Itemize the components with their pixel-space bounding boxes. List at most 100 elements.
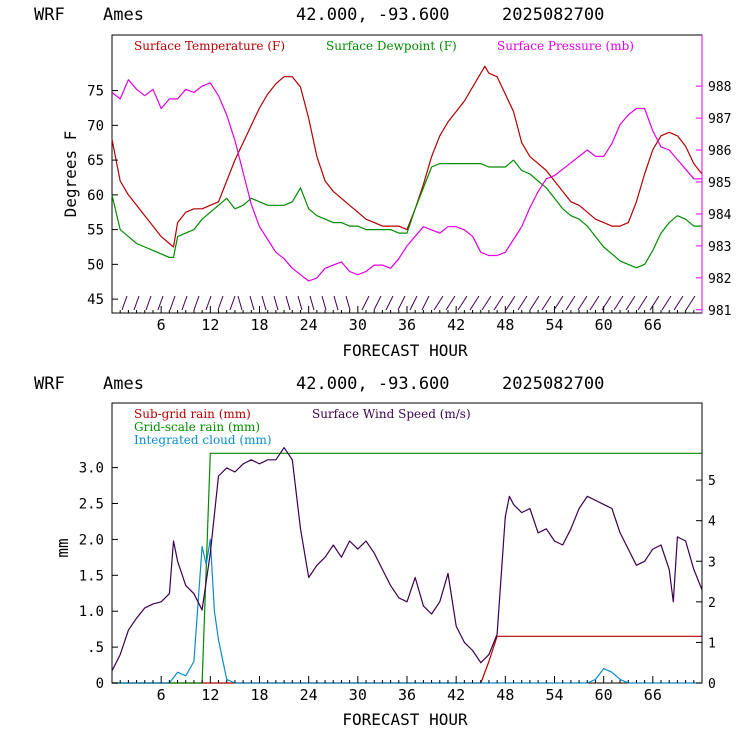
panel-2-ylabel: mm bbox=[53, 538, 72, 557]
x-tick-label: 48 bbox=[496, 316, 514, 334]
panel-2-model: WRF bbox=[34, 374, 65, 394]
wind-barb bbox=[181, 295, 188, 311]
wind-barb bbox=[285, 295, 291, 311]
y-tick-label: 70 bbox=[87, 118, 104, 134]
y2-tick-label: 986 bbox=[708, 144, 731, 159]
wind-barb bbox=[397, 295, 406, 311]
panel-2-plot: 6 12 18 24 30 36 42 48 54 60 660.51.01.52.02.53.00… bbox=[53, 402, 716, 729]
y-tick-label: 1.5 bbox=[79, 568, 104, 584]
x-tick-label: 36 bbox=[398, 686, 416, 704]
wind-barb bbox=[445, 295, 456, 311]
panel-2-legend: Sub-grid rain (mm) Grid-scale rain (mm) … bbox=[134, 407, 471, 447]
legend-grid-scale-rain: Grid-scale rain (mm) bbox=[134, 420, 260, 434]
wind-barb bbox=[565, 295, 576, 311]
y2-tick-label: 2 bbox=[708, 596, 716, 611]
y2-tick-label: 1 bbox=[708, 636, 716, 651]
y2-tick-label: 3 bbox=[708, 555, 716, 570]
panel-1-run: 2025082700 bbox=[502, 5, 604, 25]
panel-1-coords: 42.000, -93.600 bbox=[296, 5, 450, 25]
y-tick-label: 1.0 bbox=[79, 604, 104, 620]
panel-2-axes: 6 12 18 24 30 36 42 48 54 60 660.51.01.52.02.53.00… bbox=[79, 403, 716, 704]
legend-subgrid-rain: Sub-grid rain (mm) bbox=[134, 407, 251, 421]
wind-barb bbox=[237, 295, 243, 311]
wind-barb bbox=[481, 295, 492, 311]
y-tick-label: 2.5 bbox=[79, 497, 104, 513]
wind-barb bbox=[205, 295, 212, 311]
y-tick-label: 0 bbox=[96, 676, 104, 692]
wind-barb bbox=[493, 295, 504, 311]
wind-barb bbox=[673, 295, 684, 311]
wind-barb bbox=[577, 295, 588, 311]
series-line-grid-scale-rain-mm bbox=[112, 452, 702, 684]
x-tick-label: 12 bbox=[201, 316, 219, 334]
x-tick-label: 48 bbox=[496, 686, 514, 704]
series-line-sub-grid-rain-mm bbox=[112, 635, 702, 684]
wind-barb bbox=[361, 295, 370, 311]
x-tick-label: 36 bbox=[398, 316, 416, 334]
y2-tick-label: 4 bbox=[708, 515, 716, 530]
x-tick-label: 30 bbox=[349, 316, 367, 334]
wind-barb bbox=[373, 295, 382, 311]
wind-barb bbox=[625, 295, 636, 311]
y-tick-label: 2.0 bbox=[79, 532, 104, 548]
y-tick-label: 60 bbox=[87, 188, 104, 204]
panel-2-xlabel: FORECAST HOUR bbox=[342, 710, 468, 729]
legend-surface-pressure: Surface Pressure (mb) bbox=[497, 39, 634, 53]
wind-barb bbox=[661, 295, 672, 311]
x-tick-label: 6 bbox=[157, 686, 166, 704]
panel-1-series bbox=[111, 65, 703, 282]
series-line-integrated-cloud-mm bbox=[112, 538, 702, 684]
wind-barbs-row bbox=[121, 295, 696, 311]
panel-1-ylabel: Degrees F bbox=[61, 131, 80, 218]
x-tick-label: 18 bbox=[250, 686, 268, 704]
legend-surface-temperature: Surface Temperature (F) bbox=[134, 39, 285, 53]
panel-1-xlabel: FORECAST HOUR bbox=[342, 341, 468, 360]
wind-barb bbox=[529, 295, 540, 311]
series-line-surface-dewpoint-f bbox=[111, 159, 702, 269]
wind-barb bbox=[457, 295, 468, 311]
x-tick-label: 42 bbox=[447, 316, 465, 334]
panel-1-model: WRF bbox=[34, 5, 65, 25]
legend-integrated-cloud: Integrated cloud (mm) bbox=[134, 433, 272, 447]
wind-barb bbox=[157, 295, 164, 311]
wind-barb bbox=[321, 295, 327, 311]
panel-1-site: Ames bbox=[103, 5, 144, 25]
wind-barb bbox=[333, 295, 339, 311]
y2-tick-label: 987 bbox=[708, 112, 731, 127]
wind-barb bbox=[249, 295, 255, 311]
wind-barb bbox=[637, 295, 648, 311]
panel-2-run: 2025082700 bbox=[502, 374, 604, 394]
panel-2-site: Ames bbox=[103, 374, 144, 394]
wind-barb bbox=[133, 295, 140, 311]
x-tick-label: 60 bbox=[595, 316, 613, 334]
y-tick-label: 55 bbox=[87, 223, 104, 239]
wind-barb bbox=[433, 295, 444, 311]
series-line-surface-temperature-f bbox=[111, 65, 703, 248]
x-tick-label: 54 bbox=[545, 316, 563, 334]
x-tick-label: 12 bbox=[201, 686, 219, 704]
wind-barb bbox=[145, 295, 152, 311]
wind-barb bbox=[553, 295, 564, 311]
wind-barb bbox=[217, 295, 224, 311]
panel-1-axes: 6 12 18 24 30 36 42 48 54 60 66 45 50 55 60 65 70 75 981 98… bbox=[87, 35, 732, 334]
x-tick-label: 24 bbox=[300, 686, 318, 704]
wind-barb bbox=[261, 295, 267, 311]
wind-barb bbox=[193, 295, 200, 311]
series-line-surface-pressure-mb bbox=[111, 79, 702, 282]
wind-barb bbox=[469, 295, 480, 311]
x-tick-label: 54 bbox=[545, 686, 563, 704]
panel-2-series bbox=[111, 447, 703, 684]
wind-barb bbox=[541, 295, 552, 311]
wind-barb bbox=[121, 295, 128, 311]
x-tick-label: 18 bbox=[250, 316, 268, 334]
wind-barb bbox=[505, 295, 516, 311]
wind-barb bbox=[169, 295, 176, 311]
x-tick-label: 66 bbox=[644, 316, 662, 334]
y2-tick-label: 988 bbox=[708, 80, 731, 95]
wind-barb bbox=[421, 295, 430, 311]
wind-barb bbox=[297, 295, 303, 311]
panel-2-coords: 42.000, -93.600 bbox=[296, 374, 450, 394]
wind-barb bbox=[345, 295, 351, 311]
